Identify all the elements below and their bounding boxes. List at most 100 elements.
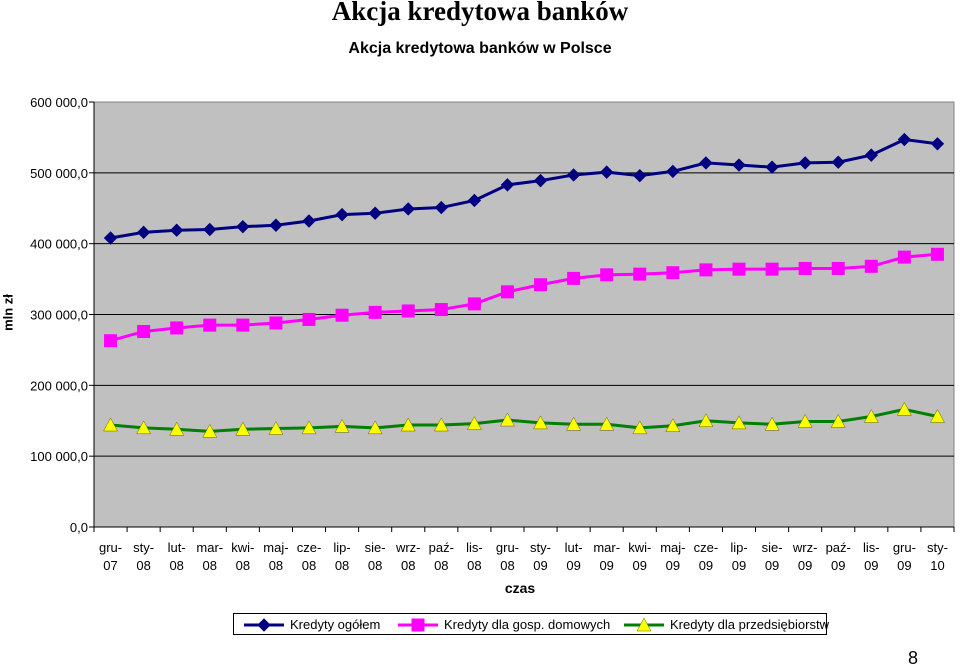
data-point (434, 303, 448, 317)
legend-label: Kredyty dla przedsiębiorstw (670, 617, 829, 632)
series-line (110, 407, 938, 433)
data-point (864, 259, 878, 273)
data-point (897, 132, 912, 147)
data-point (699, 156, 713, 170)
data-point (798, 156, 812, 170)
data-point (533, 415, 548, 430)
data-point (699, 263, 713, 277)
data-point (830, 413, 846, 428)
data-point (236, 318, 250, 332)
x-tick-label: kwi-08 (231, 540, 254, 573)
data-point (731, 415, 747, 430)
data-point (103, 417, 118, 432)
data-point (434, 200, 449, 215)
data-point (798, 261, 812, 275)
data-point (236, 219, 250, 234)
data-point (169, 421, 185, 436)
data-point (104, 334, 118, 348)
x-tick-label: maj-08 (263, 540, 288, 573)
x-tick-label: lut-09 (565, 540, 583, 573)
y-tick-label: 500 000,0 (30, 166, 88, 181)
data-point (567, 271, 581, 285)
series-1 (103, 132, 945, 245)
data-point (533, 173, 548, 188)
legend-label: Kredyty ogółem (290, 617, 381, 632)
data-point (732, 158, 746, 172)
data-point (599, 165, 614, 179)
data-point (268, 421, 284, 435)
x-tick-label: gru-09 (893, 540, 916, 573)
x-tick-label: gru-08 (496, 540, 519, 573)
data-point (764, 416, 780, 431)
x-tick-label: maj-09 (660, 540, 685, 573)
data-point (500, 178, 515, 192)
chart-title: Akcja kredytowa banków w Polsce (348, 40, 612, 57)
x-tick-label: wrz-08 (395, 540, 421, 573)
data-point (169, 223, 184, 237)
data-point (335, 207, 349, 222)
x-tick-label: kwi-09 (628, 540, 651, 573)
legend-label: Kredyty dla gosp. domowych (444, 617, 611, 632)
data-point (863, 408, 879, 423)
x-tick-label: lis-09 (863, 540, 880, 573)
data-point (137, 325, 151, 338)
data-point (400, 417, 416, 432)
data-point (930, 137, 945, 151)
data-point (401, 202, 415, 216)
data-point (930, 247, 944, 261)
data-point (599, 416, 615, 431)
x-tick-label: cze-08 (297, 540, 322, 573)
x-tick-label: mar-09 (593, 540, 620, 573)
data-point (269, 218, 283, 232)
series-3 (103, 401, 945, 438)
data-point (203, 318, 217, 332)
data-point (566, 168, 581, 182)
data-point (269, 316, 283, 330)
data-point (401, 304, 415, 318)
page-number: 8 (908, 648, 919, 668)
y-tick-label: 0,0 (70, 520, 88, 535)
y-tick-label: 100 000,0 (30, 449, 88, 464)
data-point (666, 164, 680, 179)
data-point (202, 423, 218, 438)
y-tick-label: 600 000,0 (30, 95, 88, 110)
data-point (302, 214, 316, 228)
data-point (534, 278, 548, 292)
data-point (632, 420, 648, 435)
legend-swatch-marker (411, 618, 425, 632)
y-tick-label: 300 000,0 (30, 308, 88, 323)
x-tick-label: lip-09 (730, 540, 747, 573)
data-point (467, 193, 482, 208)
x-axis-label: czas (504, 580, 536, 596)
legend-swatch (398, 618, 438, 632)
legend: Kredyty ogółem Kredyty dla gosp. domowych… (233, 613, 829, 635)
data-point (334, 418, 350, 433)
series-2 (104, 247, 944, 348)
data-point (732, 262, 746, 276)
data-point (467, 297, 481, 311)
page-title: Akcja kredytowa banków (331, 0, 629, 26)
data-point (368, 206, 382, 220)
x-tick-label: paź-09 (826, 540, 851, 573)
data-point (897, 250, 911, 264)
data-point (698, 413, 714, 427)
data-point (600, 268, 614, 282)
data-point (466, 416, 482, 430)
data-point (831, 155, 845, 169)
data-point (797, 413, 813, 428)
x-tick-label: gru-07 (99, 540, 122, 573)
data-point (301, 420, 317, 435)
data-point (864, 148, 879, 162)
x-tick-label: wrz-09 (792, 540, 818, 573)
data-point (765, 262, 779, 276)
x-tick-label: lis-08 (466, 540, 483, 573)
legend-swatch (244, 618, 284, 632)
data-point (566, 416, 582, 431)
x-tick-label: sie-08 (365, 540, 386, 573)
data-point (203, 222, 217, 237)
data-point (368, 305, 382, 319)
data-point (500, 285, 514, 299)
x-tick-label: cze-09 (694, 540, 719, 573)
x-tick-label: sty-09 (530, 540, 551, 573)
data-point (831, 261, 845, 275)
